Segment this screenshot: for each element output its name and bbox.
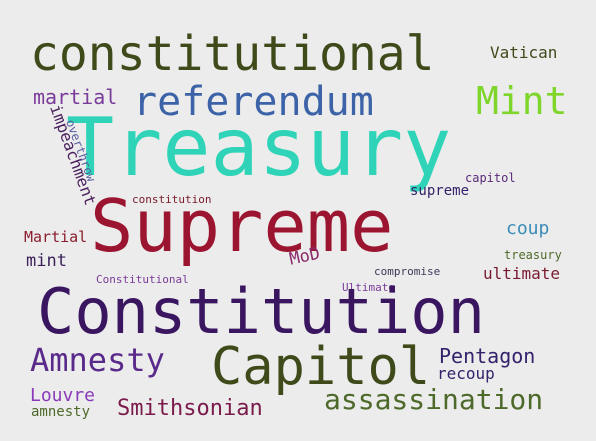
word-referendum: referendum xyxy=(133,79,374,125)
word-treasury-lower: treasury xyxy=(504,248,562,262)
word-compromise: compromise xyxy=(374,265,441,278)
word-capitol-capital: Capitol xyxy=(211,337,431,397)
word-amnesty-lower: amnesty xyxy=(31,404,91,420)
word-ultimate-lower: ultimate xyxy=(483,264,561,283)
word-treasury-capital: Treasury xyxy=(66,101,452,194)
word-assassination: assassination xyxy=(324,383,544,416)
word-supreme-lower: supreme xyxy=(410,183,470,199)
word-coup: coup xyxy=(506,218,550,239)
word-constitutional: constitutional xyxy=(30,26,435,82)
word-vatican: Vatican xyxy=(490,43,558,62)
word-mint-lower: mint xyxy=(26,251,67,271)
word-constitution-lower: constitution xyxy=(132,193,212,206)
word-pentagon: Pentagon xyxy=(439,344,536,368)
word-capitol-lower: capitol xyxy=(465,171,516,185)
word-smithsonian: Smithsonian xyxy=(117,396,263,421)
word-martial: martial xyxy=(33,85,118,109)
word-constitutional-capital: Constitutional xyxy=(96,273,189,286)
word-mint-capital: Mint xyxy=(476,79,568,123)
word-constitution-capital: Constitution xyxy=(37,275,485,348)
word-supreme-capital: Supreme xyxy=(90,184,394,268)
word-recoup: recoup xyxy=(437,364,495,383)
word-louvre: Louvre xyxy=(30,385,96,406)
word-amnesty-capital: Amnesty xyxy=(30,341,165,379)
word-ultimate-capital: Ultimate xyxy=(342,281,395,294)
word-martial-capital: Martial xyxy=(24,228,88,246)
